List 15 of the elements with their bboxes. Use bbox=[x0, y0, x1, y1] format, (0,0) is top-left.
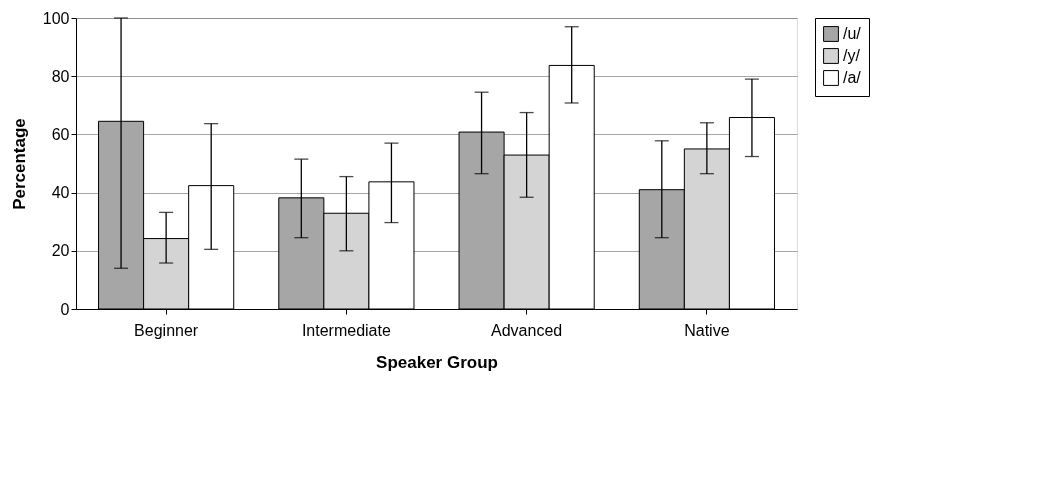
x-axis-title: Speaker Group bbox=[376, 352, 498, 372]
y-tick-label: 80 bbox=[51, 67, 70, 85]
x-tick-label: Intermediate bbox=[301, 321, 391, 339]
x-tick-label: Native bbox=[684, 321, 730, 339]
y-axis-title: Percentage bbox=[9, 118, 29, 210]
legend-label: /y/ bbox=[843, 47, 861, 64]
x-tick-label: Beginner bbox=[134, 321, 199, 339]
y-tick-label: 20 bbox=[51, 242, 70, 260]
y-tick-label: 0 bbox=[60, 300, 70, 318]
y-tick-label: 100 bbox=[42, 9, 70, 27]
y-tick-label: 40 bbox=[51, 184, 70, 202]
legend-label: /a/ bbox=[843, 69, 862, 86]
y-tick-label: 60 bbox=[51, 125, 70, 143]
legend-label: /u/ bbox=[843, 25, 862, 42]
x-tick-label: Advanced bbox=[491, 321, 563, 339]
